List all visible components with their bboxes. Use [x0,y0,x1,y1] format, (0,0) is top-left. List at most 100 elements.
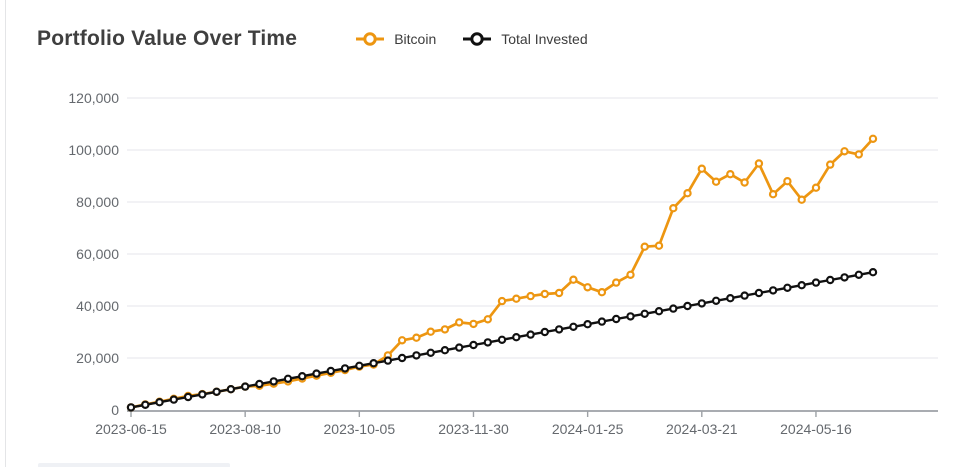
data-point [198,390,207,399]
data-point [669,304,678,313]
panel-left-border [5,0,6,467]
data-point [512,333,521,342]
data-point [212,387,221,396]
data-point [726,169,735,179]
legend-item-bitcoin[interactable]: Bitcoin [355,31,436,47]
data-point [783,283,792,292]
data-point [226,385,236,394]
data-point [868,268,878,277]
data-point [255,379,264,389]
gridlines [127,97,938,359]
data-point [669,203,678,213]
data-point [397,336,407,345]
data-point [483,315,492,324]
data-point [469,319,478,329]
data-point [526,330,535,339]
data-point [554,325,564,334]
series-total-invested [126,268,878,412]
data-point [455,318,464,327]
svg-text:2023-10-05: 2023-10-05 [324,421,396,437]
invested-line-marker-icon [463,32,492,46]
data-point [583,320,592,329]
data-point [412,351,421,360]
data-point [597,317,607,326]
data-point [483,338,492,347]
legend-item-total-invested[interactable]: Total Invested [462,31,588,47]
x-axis [127,410,938,417]
data-point [569,322,578,331]
data-point [612,314,621,324]
data-point [169,395,178,404]
data-point [355,361,364,370]
data-point [740,178,749,187]
data-point [711,177,721,186]
data-point [155,398,164,407]
data-point [797,281,806,290]
data-point [383,356,393,365]
data-point [754,159,764,168]
data-point [397,353,407,363]
data-point [183,392,193,402]
data-point [340,364,350,373]
data-point [840,147,849,156]
data-point [497,296,507,306]
svg-text:2023-08-10: 2023-08-10 [209,421,281,437]
svg-text:2024-03-21: 2024-03-21 [666,421,738,437]
data-point [298,372,307,381]
data-point [526,291,535,301]
data-point [726,294,735,303]
data-point [797,195,806,204]
data-point [826,275,835,285]
data-point [740,291,749,300]
data-point [540,289,550,299]
svg-text:2024-05-16: 2024-05-16 [780,421,852,437]
data-point [626,270,635,279]
legend-label: Total Invested [501,31,588,47]
data-point [469,340,478,350]
data-point [426,348,435,357]
data-point [412,333,421,342]
data-point [141,400,150,409]
data-point [497,335,507,344]
data-point [683,188,692,198]
data-point [640,309,649,318]
data-point [768,286,778,295]
svg-text:80,000: 80,000 [76,194,119,210]
svg-text:100,000: 100,000 [68,142,119,158]
legend-label: Bitcoin [394,31,437,47]
svg-text:2023-11-30: 2023-11-30 [438,421,509,437]
data-point [654,241,664,250]
data-point [569,275,578,284]
data-point [455,343,464,352]
data-point [626,312,635,321]
data-point [783,176,792,186]
data-point [283,374,293,383]
data-point [612,278,621,287]
bitcoin-line-marker-icon [356,32,385,46]
svg-text:60,000: 60,000 [76,246,119,262]
chart-header: Portfolio Value Over Time Bitcoin Total … [37,22,947,56]
y-axis-labels: 0 20,000 40,000 60,000 80,000 100,000 120,000 [68,90,119,418]
data-point [811,278,821,287]
data-point [854,270,864,279]
x-axis-labels: 2023-06-15 2023-08-10 2023-10-05 2023-11-30… [95,421,852,437]
page-title: Portfolio Value Over Time [37,27,298,50]
svg-text:20,000: 20,000 [76,350,119,366]
data-point [426,327,435,336]
data-point [583,283,592,292]
data-point [826,160,835,169]
data-point [597,288,607,297]
data-point [440,346,450,355]
svg-text:2024-01-25: 2024-01-25 [552,421,624,437]
data-point [126,403,136,412]
partial-element-bottom [38,463,230,467]
data-point [868,134,878,143]
data-point [326,366,335,376]
chart-legend: Bitcoin Total Invested [355,31,588,47]
data-point [697,164,707,173]
data-point [512,294,521,303]
data-point [768,189,778,199]
data-point [811,183,821,192]
data-point [540,327,550,337]
